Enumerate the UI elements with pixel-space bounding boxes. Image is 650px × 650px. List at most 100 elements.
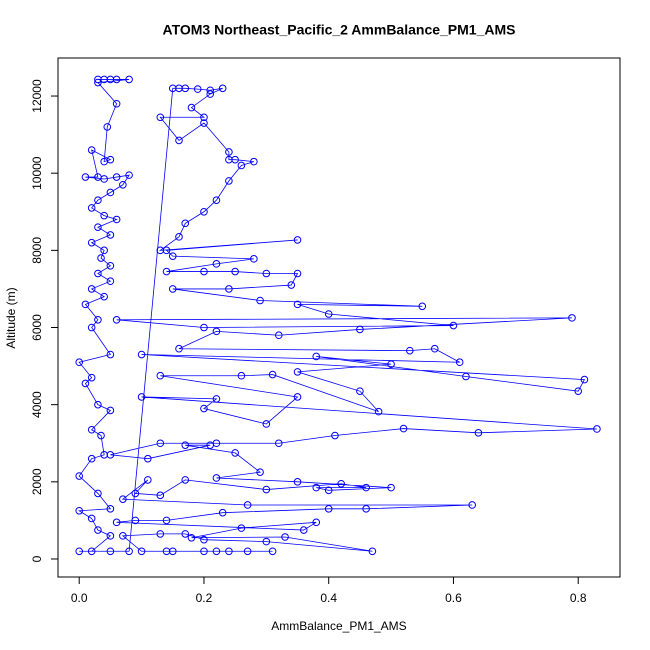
data-point bbox=[368, 547, 377, 556]
data-point bbox=[324, 505, 333, 513]
data-point bbox=[200, 119, 208, 127]
data-point bbox=[131, 489, 140, 498]
data-point bbox=[250, 157, 258, 166]
data-point bbox=[106, 277, 115, 286]
data-point bbox=[125, 547, 133, 556]
data-point bbox=[262, 537, 271, 546]
data-point bbox=[418, 302, 427, 311]
data-point bbox=[200, 323, 208, 332]
data-point bbox=[156, 530, 165, 538]
x-tick-label: 0.0 bbox=[71, 591, 88, 605]
data-point bbox=[137, 393, 146, 401]
data-point bbox=[231, 449, 239, 457]
data-point bbox=[106, 261, 115, 270]
data-point bbox=[574, 387, 583, 395]
data-point bbox=[87, 373, 96, 382]
data-point bbox=[137, 547, 146, 556]
data-point bbox=[125, 75, 133, 84]
data-point bbox=[200, 207, 208, 216]
chart-title: ATOM3 Northeast_Pacific_2 AmmBalance_PM1… bbox=[163, 22, 516, 38]
data-point bbox=[449, 321, 458, 330]
data-point bbox=[212, 260, 221, 268]
data-point bbox=[119, 180, 127, 189]
data-point bbox=[100, 246, 108, 255]
data-point bbox=[243, 501, 252, 509]
data-point bbox=[387, 360, 395, 368]
data-point bbox=[100, 211, 108, 220]
y-tick-label: 8000 bbox=[30, 237, 44, 264]
data-point bbox=[181, 441, 190, 449]
data-point bbox=[580, 375, 589, 384]
data-point bbox=[162, 547, 171, 556]
data-point bbox=[106, 406, 115, 415]
data-point bbox=[87, 547, 96, 556]
data-point bbox=[293, 393, 302, 401]
y-tick-label: 10000 bbox=[30, 156, 44, 190]
data-point bbox=[112, 315, 121, 324]
data-point bbox=[374, 407, 383, 416]
data-point bbox=[156, 371, 165, 380]
data-point bbox=[94, 526, 102, 534]
data-point bbox=[256, 468, 264, 476]
data-point bbox=[162, 267, 171, 276]
data-point bbox=[94, 269, 102, 278]
data-point bbox=[262, 420, 271, 428]
data-point bbox=[275, 331, 283, 340]
data-point bbox=[275, 439, 283, 448]
data-point bbox=[181, 219, 190, 228]
y-tick-label: 0 bbox=[30, 555, 44, 562]
data-point bbox=[94, 196, 102, 205]
data-point bbox=[75, 506, 84, 515]
data-point bbox=[337, 479, 345, 488]
data-point bbox=[237, 161, 246, 170]
data-point bbox=[156, 439, 165, 448]
data-point bbox=[87, 425, 96, 434]
data-point bbox=[293, 236, 302, 244]
data-point bbox=[468, 501, 476, 509]
data-point bbox=[362, 483, 370, 492]
data-point bbox=[225, 285, 233, 293]
data-point bbox=[75, 472, 84, 480]
data-point bbox=[206, 90, 214, 98]
data-point bbox=[112, 75, 121, 84]
data-point bbox=[268, 370, 277, 379]
data-point bbox=[200, 404, 208, 413]
data-point bbox=[131, 516, 140, 525]
data-point bbox=[281, 533, 289, 541]
data-point bbox=[399, 424, 408, 433]
x-tick-label: 0.4 bbox=[320, 591, 337, 605]
data-point bbox=[212, 474, 221, 482]
x-tick-label: 0.6 bbox=[445, 591, 462, 605]
data-point bbox=[106, 547, 115, 556]
data-point bbox=[312, 518, 321, 527]
data-point bbox=[106, 350, 115, 359]
data-point bbox=[356, 325, 364, 334]
data-point bbox=[262, 269, 271, 278]
data-point bbox=[106, 505, 115, 513]
data-point bbox=[100, 292, 108, 301]
data-point bbox=[97, 431, 105, 440]
data-point bbox=[103, 123, 112, 131]
data-point bbox=[312, 483, 321, 492]
data-point bbox=[324, 486, 333, 495]
x-tick-label: 0.2 bbox=[196, 591, 213, 605]
data-point bbox=[299, 526, 308, 534]
data-point bbox=[362, 505, 370, 513]
y-tick-label: 6000 bbox=[30, 314, 44, 341]
data-point bbox=[218, 84, 227, 93]
data-point bbox=[225, 148, 233, 156]
data-point bbox=[212, 196, 221, 205]
x-axis-label: AmmBalance_PM1_AMS bbox=[271, 619, 406, 633]
data-point bbox=[206, 441, 214, 449]
data-point bbox=[593, 425, 601, 433]
data-point bbox=[200, 547, 208, 556]
data-point bbox=[106, 451, 115, 459]
data-point bbox=[75, 547, 84, 556]
data-point bbox=[200, 113, 208, 122]
data-point bbox=[187, 533, 196, 542]
data-point bbox=[156, 113, 165, 122]
y-tick-label: 4000 bbox=[30, 391, 44, 418]
data-point bbox=[181, 476, 190, 484]
data-point bbox=[193, 85, 202, 93]
data-point bbox=[187, 103, 196, 112]
